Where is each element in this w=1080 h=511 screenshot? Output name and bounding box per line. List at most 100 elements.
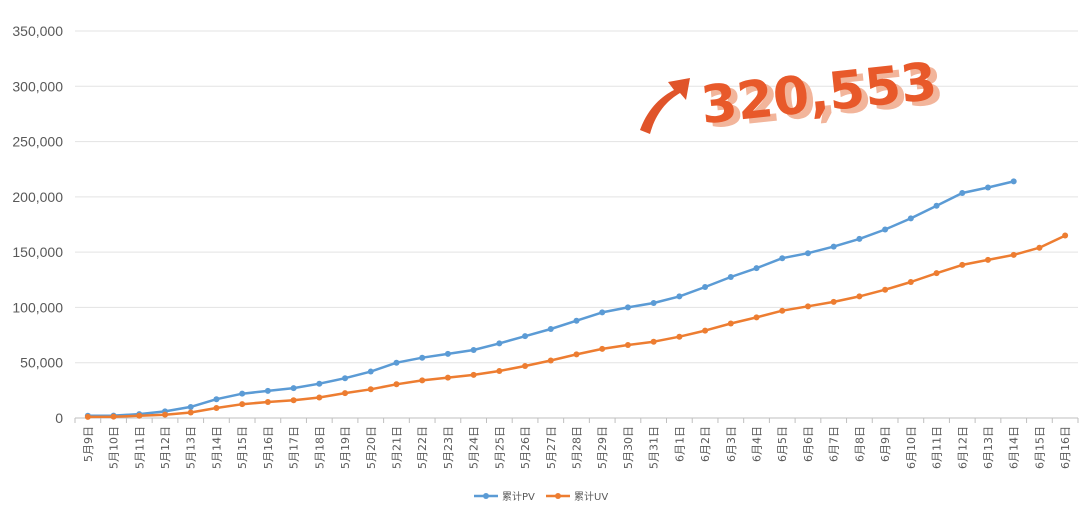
callout-value: 320,553	[698, 52, 940, 136]
data-point	[110, 413, 117, 420]
x-tick-label: 5月13日	[185, 426, 198, 469]
x-tick-label: 6月2日	[699, 426, 712, 462]
data-point	[933, 270, 940, 277]
x-tick-label: 5月9日	[82, 426, 95, 462]
x-axis: 5月9日 5月10日 5月11日 5月12日 5月13日 5月14日 5月15日 5月16日 5…	[74, 418, 1079, 469]
data-point	[779, 307, 786, 314]
data-point	[882, 226, 889, 233]
data-point	[959, 189, 966, 196]
data-point	[496, 368, 503, 375]
y-tick-label: 200,000	[12, 189, 63, 205]
x-tick-label: 5月31日	[648, 426, 661, 469]
x-tick-label: 6月3日	[725, 426, 738, 462]
data-point	[213, 405, 220, 412]
data-point	[753, 265, 760, 272]
y-tick-label: 50,000	[20, 355, 63, 371]
x-tick-label: 5月21日	[390, 426, 403, 469]
data-point	[496, 340, 503, 347]
data-point	[84, 413, 91, 420]
x-tick-label: 6月4日	[751, 426, 764, 462]
x-tick-label: 6月9日	[879, 426, 892, 462]
data-point	[522, 333, 529, 340]
x-tick-label: 5月24日	[468, 426, 481, 469]
data-point	[367, 368, 374, 375]
data-point	[444, 374, 451, 381]
data-point	[856, 293, 863, 300]
data-point	[264, 387, 271, 394]
data-point	[342, 375, 349, 382]
data-point	[650, 300, 657, 307]
data-point	[213, 396, 220, 403]
data-point	[393, 359, 400, 366]
data-point	[984, 256, 991, 263]
data-point	[599, 345, 606, 352]
x-tick-label: 5月20日	[365, 426, 378, 469]
data-point	[290, 397, 297, 404]
data-point	[239, 401, 246, 408]
x-tick-label: 6月15日	[1033, 426, 1046, 469]
x-tick-label: 5月17日	[288, 426, 301, 469]
data-point	[702, 283, 709, 290]
data-point	[419, 354, 426, 361]
data-point	[367, 386, 374, 393]
data-point	[727, 320, 734, 327]
x-tick-label: 6月16日	[1059, 426, 1072, 469]
data-point	[187, 403, 194, 410]
x-tick-label: 5月29日	[596, 426, 609, 469]
x-tick-label: 6月6日	[802, 426, 815, 462]
data-point	[882, 286, 889, 293]
x-tick-label: 6月12日	[956, 426, 969, 469]
data-point	[804, 303, 811, 310]
data-point	[650, 338, 657, 345]
x-tick-label: 6月11日	[931, 426, 944, 469]
x-tick-label: 5月18日	[313, 426, 326, 469]
x-tick-label: 5月30日	[622, 426, 635, 469]
data-point	[676, 293, 683, 300]
data-point	[856, 235, 863, 242]
series-layer	[84, 178, 1069, 420]
x-tick-label: 6月13日	[982, 426, 995, 469]
x-tick-label: 5月14日	[210, 426, 223, 469]
callout-annotation: 320,553 320,553	[640, 52, 946, 141]
data-point	[984, 184, 991, 191]
data-point	[753, 314, 760, 321]
x-tick-label: 5月22日	[416, 426, 429, 469]
data-point	[470, 371, 477, 378]
data-point	[907, 278, 914, 285]
x-tick-label: 6月7日	[828, 426, 841, 462]
x-tick-label: 6月8日	[853, 426, 866, 462]
data-point	[136, 412, 143, 419]
data-point	[1062, 232, 1069, 239]
y-tick-label: 150,000	[12, 244, 63, 260]
x-tick-label: 6月10日	[905, 426, 918, 469]
series-line	[87, 180, 1014, 418]
data-point	[239, 390, 246, 397]
data-point	[316, 380, 323, 387]
data-point	[599, 309, 606, 316]
data-point	[676, 333, 683, 340]
x-tick-label: 5月12日	[159, 426, 172, 469]
data-point	[907, 215, 914, 222]
y-tick-label: 300,000	[12, 78, 63, 94]
data-point	[162, 411, 169, 418]
gridlines	[75, 30, 1078, 419]
data-point	[316, 394, 323, 401]
x-tick-label: 5月15日	[236, 426, 249, 469]
data-point	[264, 398, 271, 405]
legend-label: 累计PV	[502, 490, 535, 503]
data-point	[1010, 178, 1017, 185]
y-axis-ticks: 0 50,000 100,000 150,000 200,000 250,000 300,0…	[12, 23, 63, 426]
data-point	[547, 325, 554, 332]
y-tick-label: 0	[55, 410, 63, 426]
x-tick-label: 6月5日	[776, 426, 789, 462]
y-tick-label: 250,000	[12, 134, 63, 150]
y-tick-label: 100,000	[12, 299, 63, 315]
x-tick-label: 5月26日	[519, 426, 532, 469]
legend: 累计PV 累计UV	[474, 490, 608, 503]
x-tick-label: 6月14日	[1008, 426, 1021, 469]
series-uv	[84, 232, 1069, 420]
data-point	[290, 385, 297, 392]
data-point	[547, 357, 554, 364]
data-point	[624, 342, 631, 349]
